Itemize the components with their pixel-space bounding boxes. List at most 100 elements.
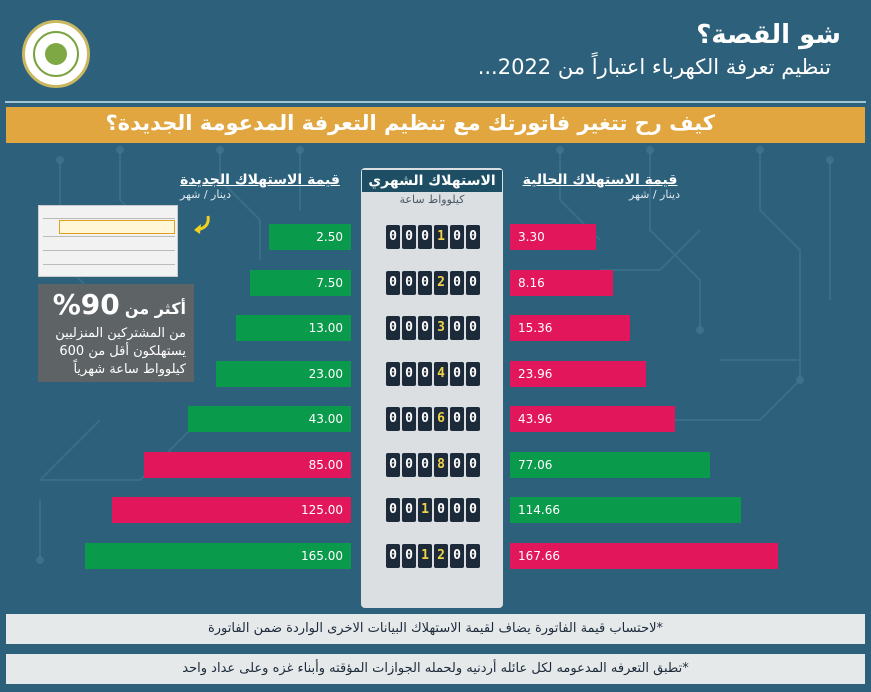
meter-digit: 0 [418, 270, 432, 295]
meter-digit: 8 [434, 452, 448, 477]
meter-digit: 0 [418, 316, 432, 340]
footnote-1: *لاحتساب قيمة الفاتورة يضاف لقيمة الاسته… [6, 614, 865, 644]
meter-digit: 0 [386, 452, 400, 477]
header-frame [5, 5, 866, 103]
meter-digit: 0 [466, 316, 480, 340]
meter-digit: 0 [418, 407, 432, 431]
meter-digit: 0 [402, 407, 416, 431]
meter-digit: 1 [434, 225, 448, 249]
meter-digit: 0 [402, 316, 416, 340]
monthly-consumption-title: الاستهلاك الشهري [362, 170, 502, 192]
meter-digit: 0 [386, 270, 400, 295]
bill-row-line [43, 236, 175, 237]
new-value-bar: 2.50 [269, 224, 351, 250]
meter-digit: 0 [450, 452, 464, 477]
meter-digit: 0 [466, 225, 480, 249]
stat-headline: أكثر من 90% [53, 288, 186, 321]
new-value-bar: 125.00 [111, 497, 351, 523]
meter-digit: 0 [466, 452, 480, 477]
meter-digit: 0 [418, 225, 432, 249]
meter-digit: 0 [418, 452, 432, 477]
current-value-bar: 167.66 [510, 542, 778, 569]
new-value-bar: 23.00 [216, 360, 351, 387]
current-value-bar: 77.06 [510, 451, 710, 478]
meter-digit: 0 [418, 361, 432, 386]
stat-prefix: أكثر من [124, 299, 186, 318]
meter-digit: 0 [450, 543, 464, 568]
meter-digit: 1 [418, 543, 432, 568]
banner-text: كيف رح تتغير فاتورتك مع تنظيم التعرفة ال… [105, 111, 715, 135]
stat-box: أكثر من 90% من المشتركين المنزليين يستهل… [38, 284, 194, 382]
regulatory-logo [22, 20, 90, 88]
current-value-bar: 43.96 [510, 406, 675, 432]
meter-digit: 0 [450, 225, 464, 249]
bill-thumbnail [38, 205, 178, 277]
bill-row-line [43, 250, 175, 251]
new-value-header: قيمة الاستهلاك الجديدة دينار / شهر [180, 172, 340, 201]
current-value-bar: 8.16 [510, 269, 613, 296]
bill-row-line [43, 264, 175, 265]
current-value-bar: 3.30 [510, 224, 596, 250]
current-value-bar: 15.36 [510, 315, 631, 341]
meter-digit: 0 [386, 498, 400, 522]
meter-digit: 3 [434, 316, 448, 340]
monthly-consumption-unit: كيلوواط ساعة [399, 193, 465, 206]
meter-digit: 0 [386, 543, 400, 568]
question-banner: كيف رح تتغير فاتورتك مع تنظيم التعرفة ال… [6, 107, 865, 143]
meter-digit: 0 [450, 270, 464, 295]
stat-line-3: كيلوواط ساعة شهرياً [73, 362, 186, 377]
current-value-header: قيمة الاستهلاك الحالية دينار / شهر [520, 172, 680, 201]
new-value-bar: 13.00 [235, 315, 351, 341]
current-value-bar: 23.96 [510, 360, 647, 387]
meter-digit: 0 [450, 316, 464, 340]
meter-digit: 0 [450, 361, 464, 386]
current-value-bar: 114.66 [510, 497, 742, 523]
stat-percent: 90% [52, 288, 120, 321]
stat-line-2: يستهلكون أقل من 600 [59, 344, 186, 359]
meter-digit: 0 [450, 498, 464, 522]
meter-digit: 0 [466, 498, 480, 522]
meter-digit: 0 [434, 498, 448, 522]
meter-digit: 0 [466, 270, 480, 295]
footnote-2: *تطبق التعرفه المدعومه لكل عائله أردنيه … [6, 654, 865, 684]
meter-digit: 0 [402, 270, 416, 295]
new-value-title: قيمة الاستهلاك الجديدة [180, 172, 340, 188]
new-value-bar: 7.50 [250, 269, 351, 296]
meter-digit: 0 [466, 361, 480, 386]
meter-digit: 2 [434, 543, 448, 568]
meter-digit: 0 [402, 498, 416, 522]
pointer-arrow-icon [194, 215, 210, 234]
logo-emblem-icon [45, 43, 67, 65]
meter-digit: 0 [386, 225, 400, 249]
meter-digit: 0 [466, 407, 480, 431]
bill-row-line [43, 218, 175, 219]
meter-digit: 0 [386, 361, 400, 386]
meter-digit: 0 [450, 407, 464, 431]
logo-ring [33, 31, 79, 77]
meter-digit: 0 [402, 543, 416, 568]
page-title: شو القصة؟ [696, 20, 841, 50]
meter-digit: 1 [418, 498, 432, 522]
bill-highlight [59, 220, 175, 234]
current-value-title: قيمة الاستهلاك الحالية [522, 172, 678, 188]
meter-digit: 0 [402, 225, 416, 249]
meter-digit: 0 [466, 543, 480, 568]
new-value-bar: 43.00 [187, 406, 351, 432]
meter-digit: 6 [434, 407, 448, 431]
stat-line-1: من المشتركين المنزليين [55, 326, 186, 341]
new-value-unit: دينار / شهر [180, 188, 231, 201]
new-value-bar: 165.00 [84, 542, 351, 569]
meter-digit: 2 [434, 270, 448, 295]
current-value-unit: دينار / شهر [629, 188, 680, 201]
meter-digit: 0 [386, 316, 400, 340]
meter-digit: 0 [402, 361, 416, 386]
